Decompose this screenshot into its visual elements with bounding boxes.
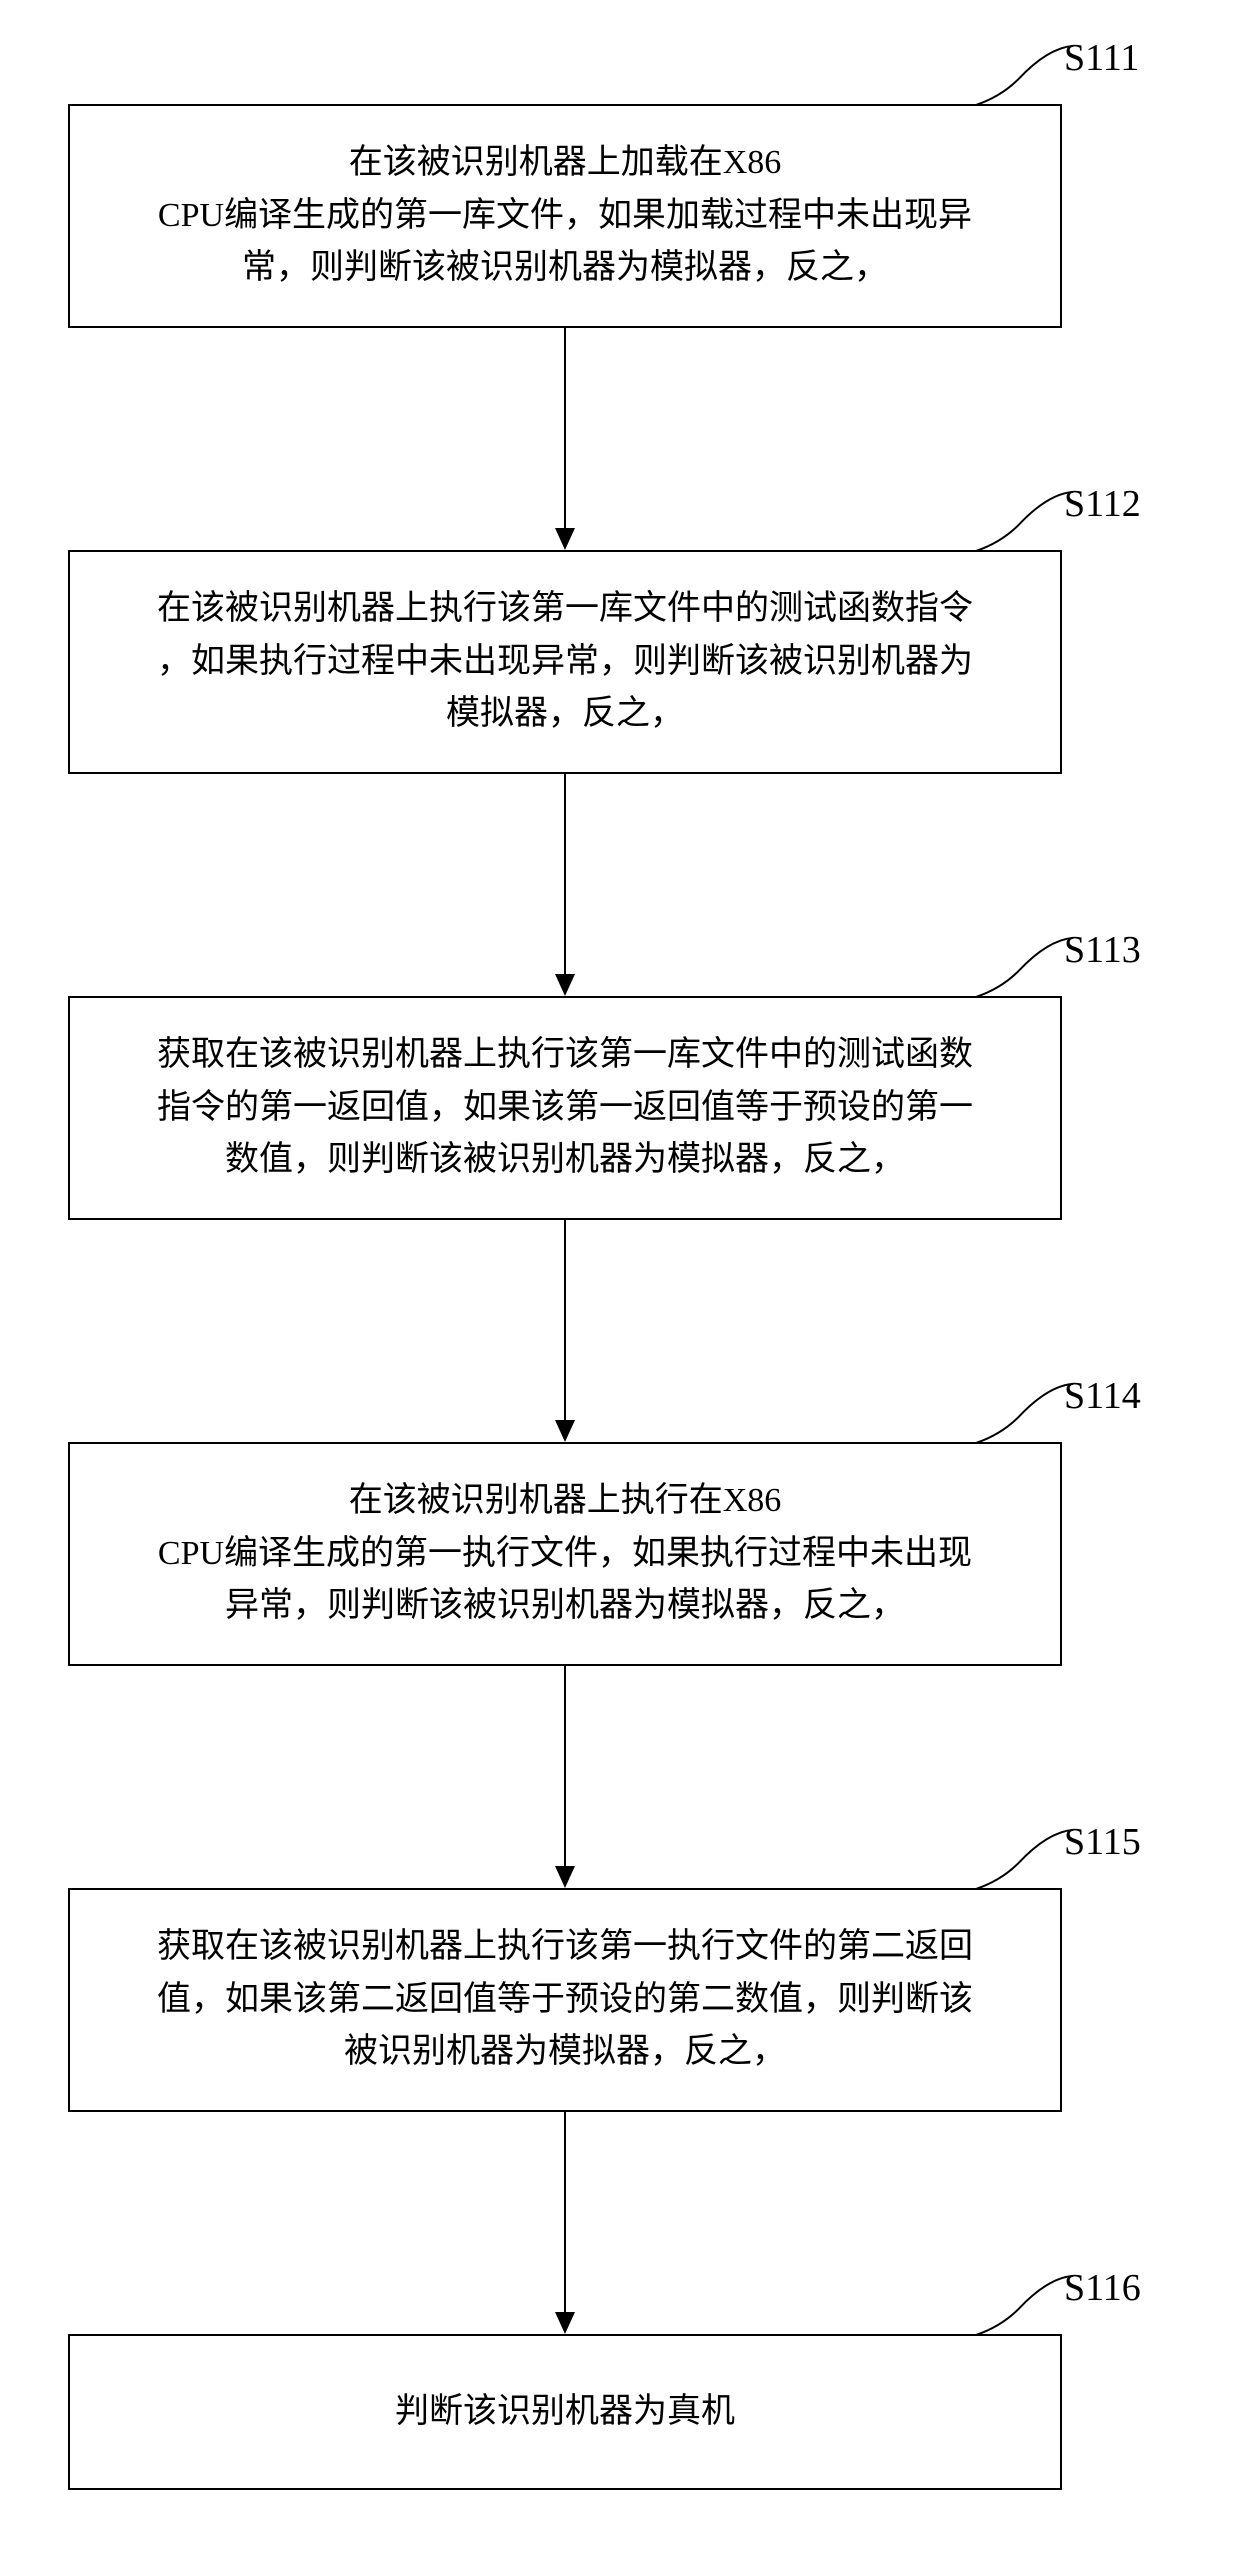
node-text-s115: 获取在该被识别机器上执行该第一执行文件的第二返回 值，如果该第二返回值等于预设的… (157, 1921, 973, 2079)
arrow-s113-s114 (545, 1220, 585, 1442)
flowchart-node-s113: 获取在该被识别机器上执行该第一库文件中的测试函数 指令的第一返回值，如果该第一返… (68, 996, 1062, 1220)
arrow-s114-s115 (545, 1666, 585, 1888)
node-text-s112: 在该被识别机器上执行该第一库文件中的测试函数指令 ，如果执行过程中未出现异常，则… (157, 583, 973, 741)
node-text-s116: 判断该识别机器为真机 (395, 2386, 735, 2439)
arrow-s112-s113 (545, 774, 585, 996)
flowchart-node-s112: 在该被识别机器上执行该第一库文件中的测试函数指令 ，如果执行过程中未出现异常，则… (68, 550, 1062, 774)
flowchart-node-s115: 获取在该被识别机器上执行该第一执行文件的第二返回 值，如果该第二返回值等于预设的… (68, 1888, 1062, 2112)
arrow-s115-s116 (545, 2112, 585, 2334)
step-label-s115: S115 (1064, 1820, 1141, 1864)
node-text-s113: 获取在该被识别机器上执行该第一库文件中的测试函数 指令的第一返回值，如果该第一返… (157, 1029, 973, 1187)
flowchart-node-s116: 判断该识别机器为真机 (68, 2334, 1062, 2490)
step-label-s112: S112 (1064, 482, 1141, 526)
step-label-s116: S116 (1064, 2266, 1141, 2310)
flowchart-node-s114: 在该被识别机器上执行在X86 CPU编译生成的第一执行文件，如果执行过程中未出现… (68, 1442, 1062, 1666)
node-text-s111: 在该被识别机器上加载在X86 CPU编译生成的第一库文件，如果加载过程中未出现异… (158, 137, 972, 295)
node-text-s114: 在该被识别机器上执行在X86 CPU编译生成的第一执行文件，如果执行过程中未出现… (158, 1475, 972, 1633)
arrow-s111-s112 (545, 328, 585, 550)
step-label-s114: S114 (1064, 1374, 1141, 1418)
flowchart-container: S111 在该被识别机器上加载在X86 CPU编译生成的第一库文件，如果加载过程… (0, 0, 1240, 2571)
flowchart-node-s111: 在该被识别机器上加载在X86 CPU编译生成的第一库文件，如果加载过程中未出现异… (68, 104, 1062, 328)
step-label-s113: S113 (1064, 928, 1141, 972)
step-label-s111: S111 (1064, 36, 1139, 80)
